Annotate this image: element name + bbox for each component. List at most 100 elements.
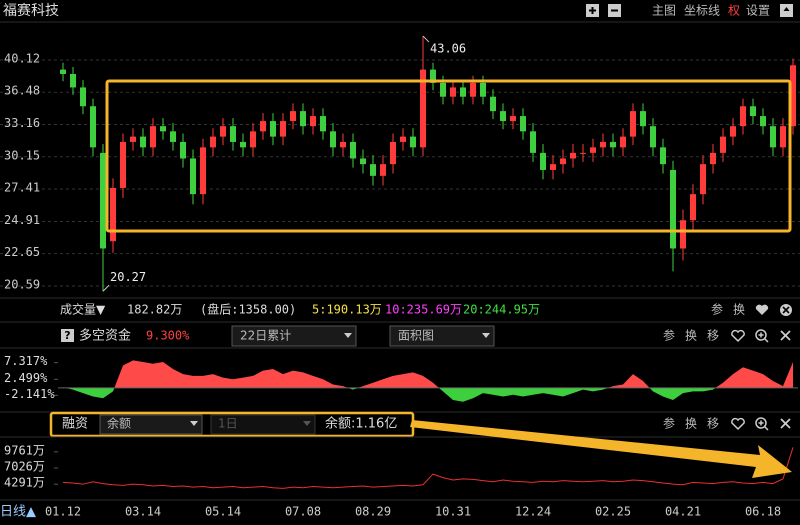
candle-body (410, 136, 416, 148)
close-x (782, 306, 790, 314)
candle-body (550, 164, 556, 170)
candle-body (330, 131, 336, 148)
candle-body (380, 164, 386, 176)
candle-body (400, 136, 406, 142)
dropdown-arrow (303, 421, 311, 426)
plus (589, 7, 596, 14)
period-label[interactable]: 日线▲ (0, 505, 36, 520)
candle-body (500, 111, 506, 122)
candle-body (300, 111, 306, 127)
x-tick-label: 01.12 (45, 505, 81, 519)
param-button[interactable]: 参 (663, 328, 675, 343)
candle-body (170, 131, 176, 142)
candle-body (490, 96, 496, 112)
price-chart: 40.12 36.48 33.16 30.15 27.41 24.91 22.65 20.59… (0, 35, 800, 292)
fund-chart: 7.317% 2.499% -2.141% (4, 354, 798, 402)
x-axis: 01.12 03.14 05.14 07.08 08.29 10.31 12.24 02.25… (45, 505, 781, 519)
candle-body (470, 82, 476, 97)
candle-body (750, 106, 756, 117)
ma20: 20:244.95万 (463, 303, 540, 317)
candle-body (620, 136, 626, 148)
candle-body (390, 141, 396, 165)
rights-button[interactable]: 权 (728, 4, 740, 18)
switch-button[interactable]: 换 (685, 329, 697, 343)
arrow-up (783, 7, 790, 11)
balance-value: 余额:1.16亿 (325, 416, 397, 432)
zoom-glyph (758, 332, 769, 343)
candle-body (780, 126, 786, 148)
volume-label[interactable]: 成交量▼ (60, 302, 106, 317)
candle-body (700, 164, 706, 195)
x-tick-label: 05.14 (205, 505, 241, 519)
y-tick-label: -2.141% (4, 387, 55, 401)
favorite-icon[interactable] (731, 329, 745, 343)
candle-body (530, 131, 536, 153)
dropdown-arrow (482, 333, 490, 338)
candle-body (280, 121, 286, 137)
zoom-icon[interactable] (755, 329, 767, 341)
settings-button[interactable]: 设置 (746, 4, 770, 18)
candle-body (600, 141, 606, 148)
period-text: 22日累计 (240, 329, 291, 343)
candle-body (440, 82, 446, 97)
span-text: 1日 (218, 417, 238, 431)
indicator-title: 多空资金 (79, 328, 131, 344)
move-button[interactable]: 移 (707, 417, 719, 431)
candle-body (660, 147, 666, 165)
candle-body (650, 126, 656, 148)
x-tick-label: 06.18 (745, 505, 781, 519)
favorite-icon[interactable] (731, 417, 745, 431)
y-tick-label: 7026万 (4, 460, 45, 474)
candle-body (480, 82, 486, 97)
close-icon[interactable] (780, 418, 791, 429)
candle-body (260, 121, 266, 132)
candle-body (340, 141, 346, 148)
switch-button[interactable]: 换 (733, 303, 745, 317)
ma5: 5:190.13万 (312, 303, 382, 317)
candle-body (210, 136, 216, 148)
y-tick-label: 9761万 (4, 443, 45, 457)
highlight-box (105, 79, 792, 233)
candle-body (140, 136, 146, 148)
style-dropdown[interactable] (389, 325, 495, 347)
param-button[interactable]: 参 (663, 416, 675, 431)
candle-body (510, 116, 516, 122)
move-button[interactable]: 移 (707, 329, 719, 343)
zoom-glyph (758, 420, 769, 431)
metric-dropdown[interactable] (99, 414, 203, 435)
candle-body (690, 194, 696, 221)
after-hours: (盘后:1358.00) (200, 302, 296, 317)
param-button[interactable]: 参 (711, 302, 723, 317)
candle-body (740, 106, 746, 127)
favorite-icon[interactable] (755, 304, 769, 315)
candle-body (80, 87, 86, 107)
candle-body (670, 169, 676, 249)
span-dropdown[interactable] (210, 414, 316, 435)
candle-body (360, 158, 366, 165)
ma10: 10:235.69万 (385, 303, 462, 317)
candle-body (100, 152, 106, 249)
candle-body (680, 220, 686, 249)
candle-body (370, 164, 376, 176)
candle-body (430, 69, 436, 83)
margin-title: 融资 (62, 417, 88, 432)
candle-body (760, 116, 766, 127)
period-dropdown[interactable] (231, 325, 357, 347)
main-chart-button[interactable]: 主图 (652, 4, 676, 18)
stock-name: 福赛科技 (3, 3, 59, 19)
candle-body (90, 106, 96, 148)
help-box[interactable] (61, 329, 74, 342)
line (62, 447, 794, 489)
candle-body (730, 126, 736, 137)
y-tick-label: 2.499% (4, 371, 48, 385)
metric-text: 余额 (107, 416, 131, 431)
candle-body (290, 111, 296, 122)
x-tick-label: 08.29 (355, 505, 391, 519)
switch-button[interactable]: 换 (685, 417, 697, 431)
coord-button[interactable]: 坐标线 (684, 4, 720, 18)
candle-body (560, 158, 566, 165)
zoom-icon[interactable] (755, 417, 767, 429)
close-icon[interactable] (780, 330, 791, 341)
y-tick-label: 20.59 (4, 277, 40, 291)
indicator-value: 9.300% (146, 329, 190, 343)
